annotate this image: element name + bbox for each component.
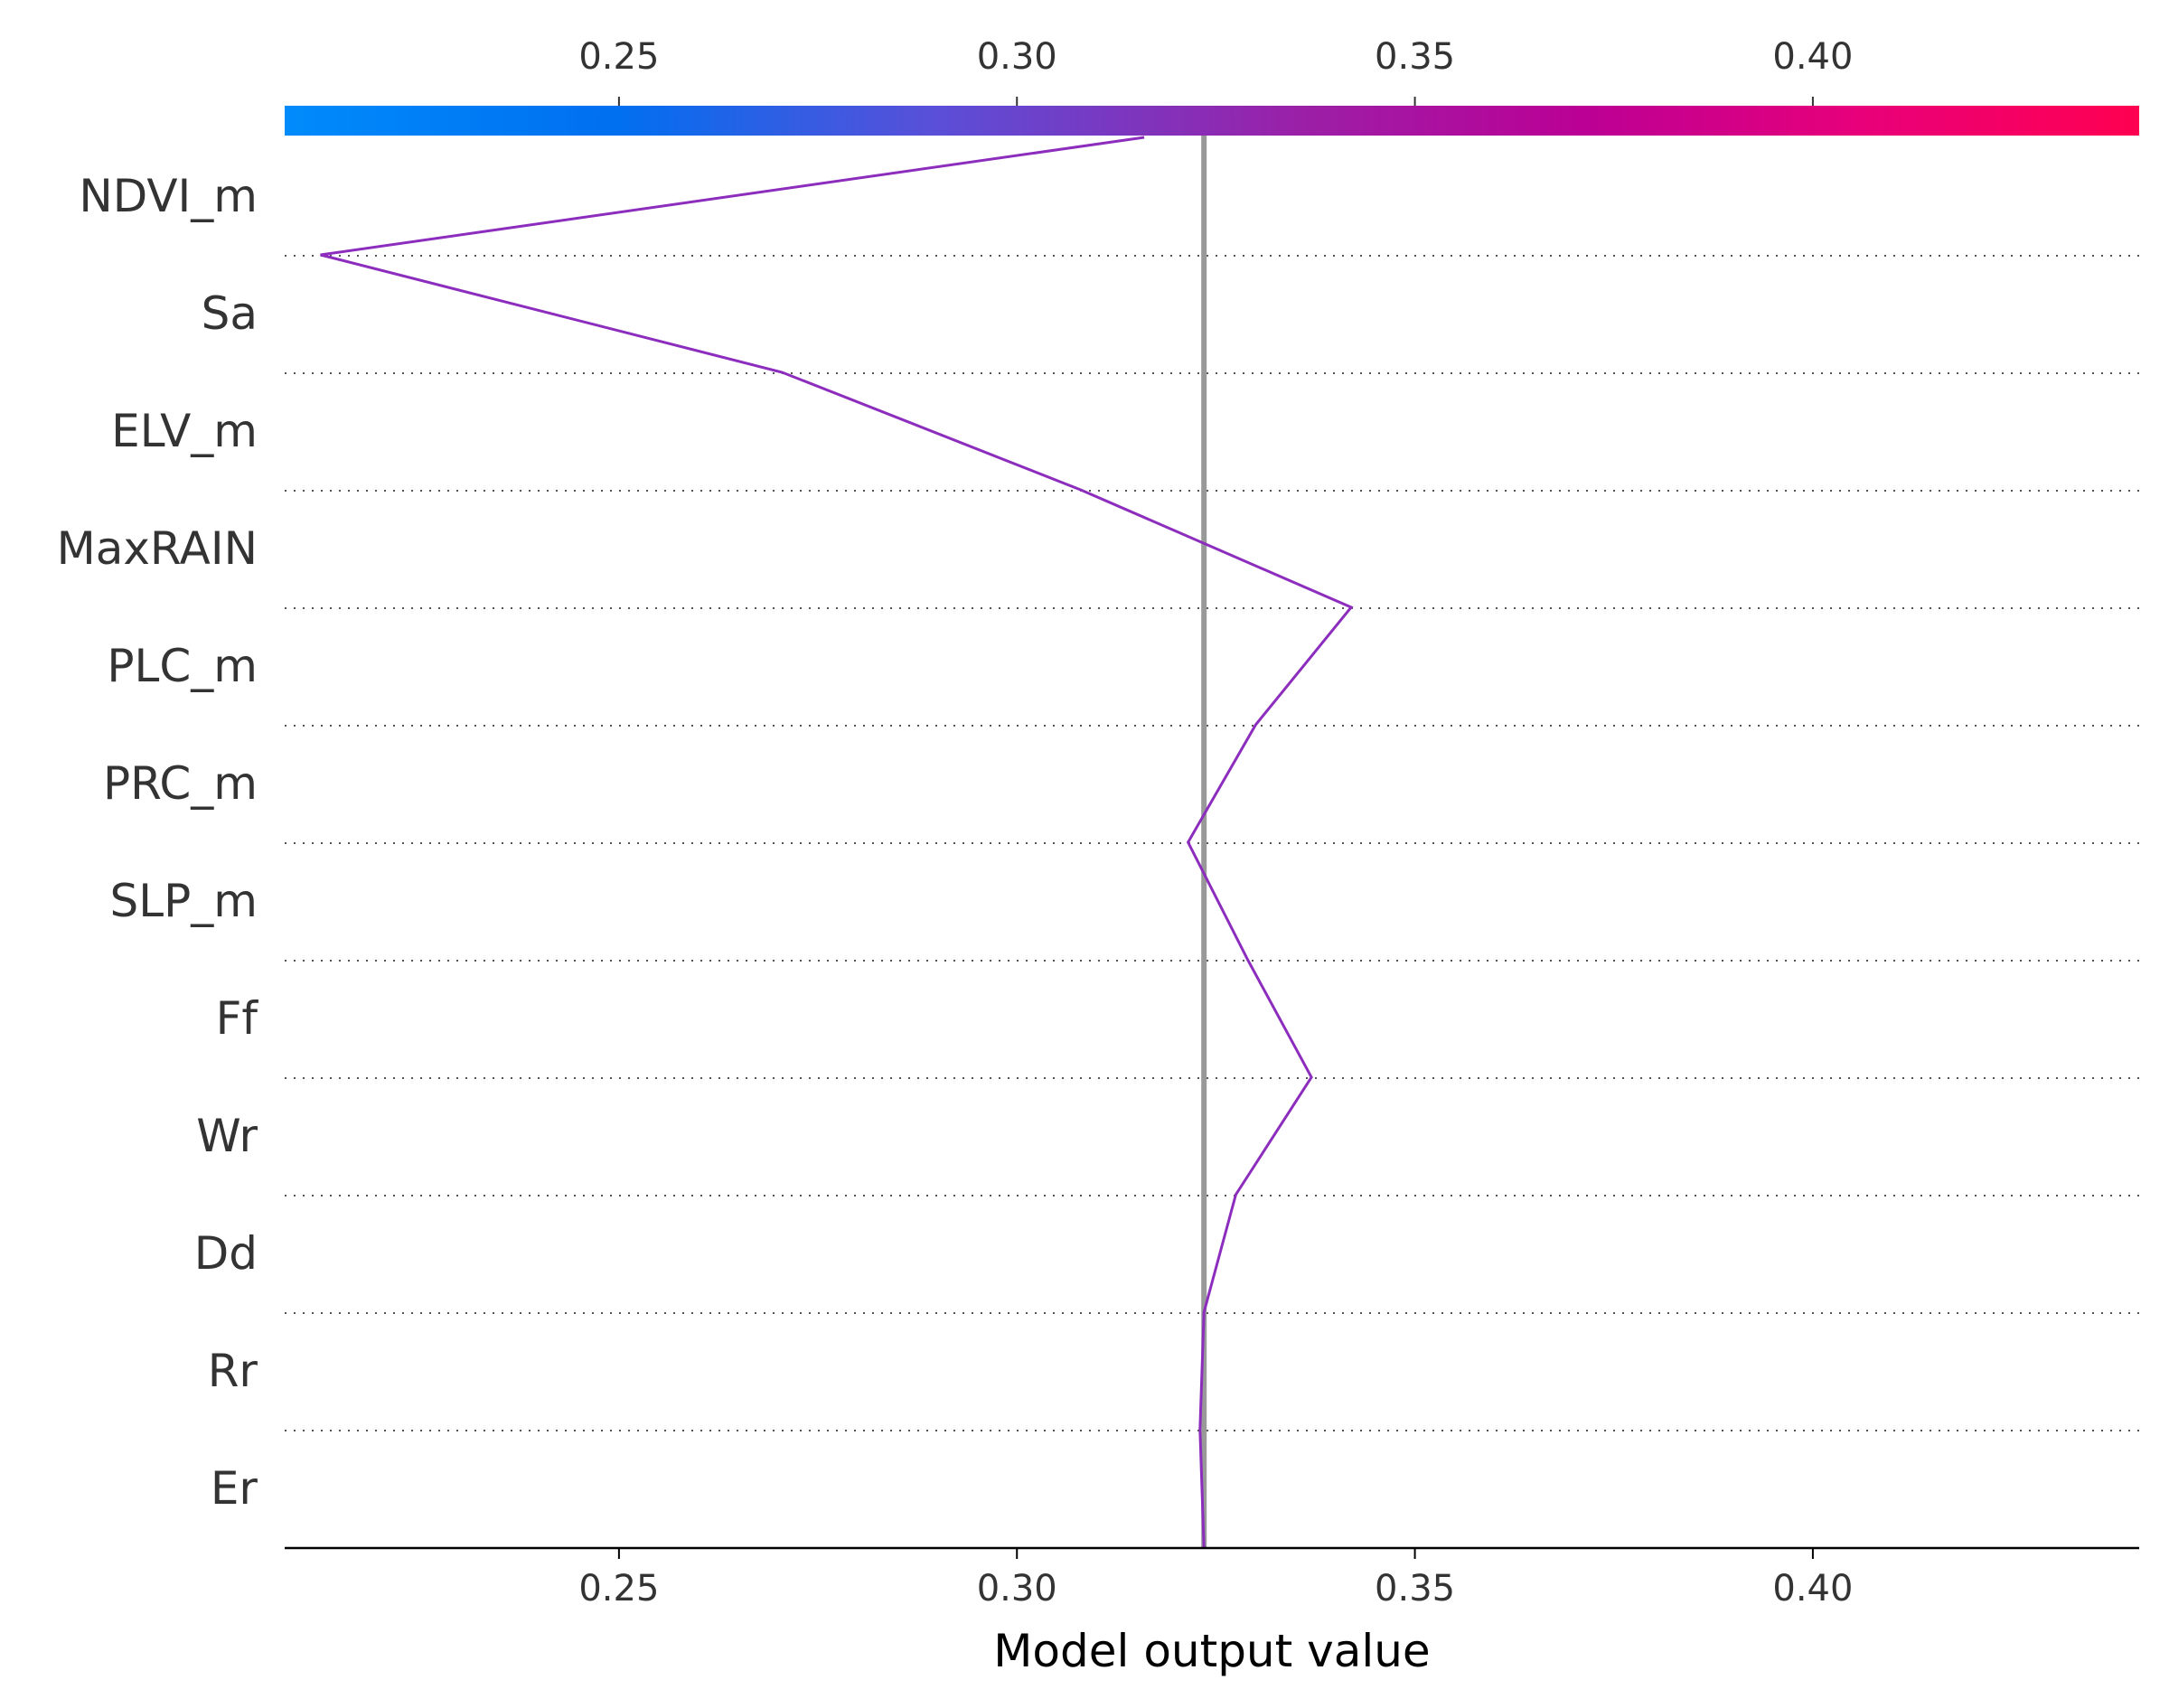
plot-area [320, 136, 1354, 1549]
top-tick-label: 0.25 [578, 36, 659, 78]
feature-label: PRC_m [103, 757, 258, 810]
feature-label: Ff [216, 992, 259, 1045]
feature-gridlines [285, 255, 2139, 1431]
feature-label: MaxRAIN [57, 522, 258, 575]
x-axis-title: Model output value [993, 1625, 1430, 1677]
colorbar [285, 106, 2139, 136]
feature-label: Sa [202, 287, 258, 340]
feature-label: Dd [194, 1227, 258, 1280]
feature-label: SLP_m [110, 875, 258, 927]
feature-label: ELV_m [111, 405, 258, 457]
feature-label: Er [211, 1462, 258, 1515]
top-tick-label: 0.35 [1375, 36, 1455, 78]
top-tick-label: 0.30 [977, 36, 1057, 78]
top-axis-ticks: 0.25 0.30 0.35 0.40 [578, 36, 1853, 106]
feature-label: Wr [196, 1110, 258, 1162]
x-tick-label: 0.25 [578, 1568, 659, 1609]
feature-label: NDVI_m [79, 170, 258, 222]
top-tick-label: 0.40 [1772, 36, 1853, 78]
feature-labels: NDVI_m Sa ELV_m MaxRAIN PLC_m PRC_m SLP_m Ff Wr D… [57, 170, 259, 1515]
x-tick-label: 0.35 [1375, 1568, 1455, 1609]
x-axis: 0.25 0.30 0.35 0.40 [285, 1546, 2139, 1609]
colorbar-gradient [285, 106, 2139, 136]
x-tick-label: 0.30 [977, 1568, 1057, 1609]
feature-label: Rr [208, 1345, 258, 1397]
feature-label: PLC_m [107, 640, 258, 692]
x-tick-label: 0.40 [1772, 1568, 1853, 1609]
